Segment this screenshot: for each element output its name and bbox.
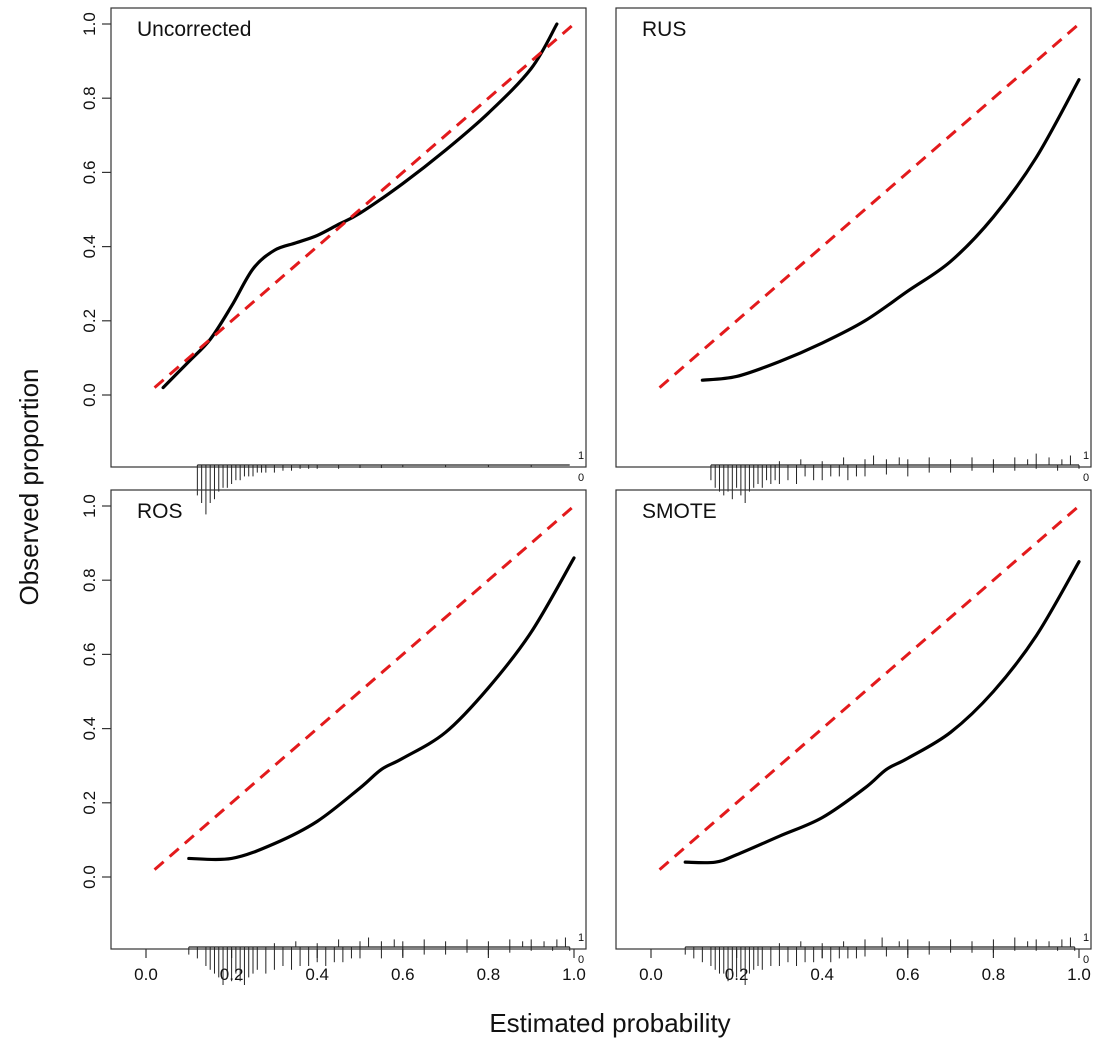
y-tick-label: 0.8 (80, 568, 99, 592)
y-axis-title: Observed proportion (14, 368, 44, 605)
spike-label-event: 1 (1083, 450, 1089, 462)
calibration-curve (187, 556, 576, 862)
panel-title: Uncorrected (137, 18, 251, 41)
y-tick-label: 0.0 (80, 383, 99, 407)
x-tick-label: 0.0 (134, 965, 158, 984)
calibration-curve (161, 22, 559, 390)
spike-label-nonevent: 0 (1083, 954, 1089, 966)
panel-title: RUS (642, 18, 686, 41)
panel-0: Uncorrected 0.0 0.2 0.4 0.6 0.8 1.0 1 0 (80, 7, 587, 515)
y-tick-label: 0.2 (80, 309, 99, 333)
panels: Uncorrected 0.0 0.2 0.4 0.6 0.8 1.0 1 0 RUS 1 0 ROS 0… (80, 7, 1092, 985)
y-tick-label: 0.6 (80, 643, 99, 667)
x-tick-label: 0.8 (477, 965, 501, 984)
panel-frame (615, 489, 1092, 950)
calibration-curve (683, 560, 1081, 865)
x-axis-title: Estimated probability (489, 1008, 730, 1038)
x-tick-label: 0.6 (896, 965, 920, 984)
panel-title: SMOTE (642, 500, 717, 523)
x-tick-label: 0.8 (982, 965, 1006, 984)
calibration-curve (700, 78, 1081, 382)
y-tick-label: 0.2 (80, 791, 99, 815)
panel-title: ROS (137, 500, 183, 523)
spike-label-nonevent: 0 (578, 954, 584, 966)
reference-line (658, 22, 1080, 389)
y-tick-label: 0.0 (80, 865, 99, 889)
panel-1: RUS 1 0 (615, 7, 1092, 503)
panel-frame (615, 7, 1092, 468)
reference-line (153, 22, 575, 389)
y-tick-label: 1.0 (80, 494, 99, 518)
x-tick-label: 0.4 (305, 965, 329, 984)
x-tick-label: 0.4 (810, 965, 834, 984)
y-tick-label: 0.4 (80, 717, 99, 741)
y-tick-label: 0.8 (80, 86, 99, 110)
x-tick-label: 0.0 (639, 965, 663, 984)
x-tick-label: 1.0 (562, 965, 586, 984)
spike-label-event: 1 (1083, 932, 1089, 944)
x-tick-label: 0.6 (391, 965, 415, 984)
x-tick-label: 1.0 (1067, 965, 1091, 984)
reference-line (153, 504, 575, 871)
spike-label-event: 1 (578, 932, 584, 944)
spike-label-event: 1 (578, 450, 584, 462)
y-tick-label: 0.6 (80, 161, 99, 185)
spike-label-nonevent: 0 (578, 472, 584, 484)
panel-frame (110, 489, 587, 950)
reference-line (658, 504, 1080, 871)
y-tick-label: 1.0 (80, 12, 99, 36)
panel-frame (110, 7, 587, 468)
spike-label-nonevent: 0 (1083, 472, 1089, 484)
y-tick-label: 0.4 (80, 235, 99, 259)
